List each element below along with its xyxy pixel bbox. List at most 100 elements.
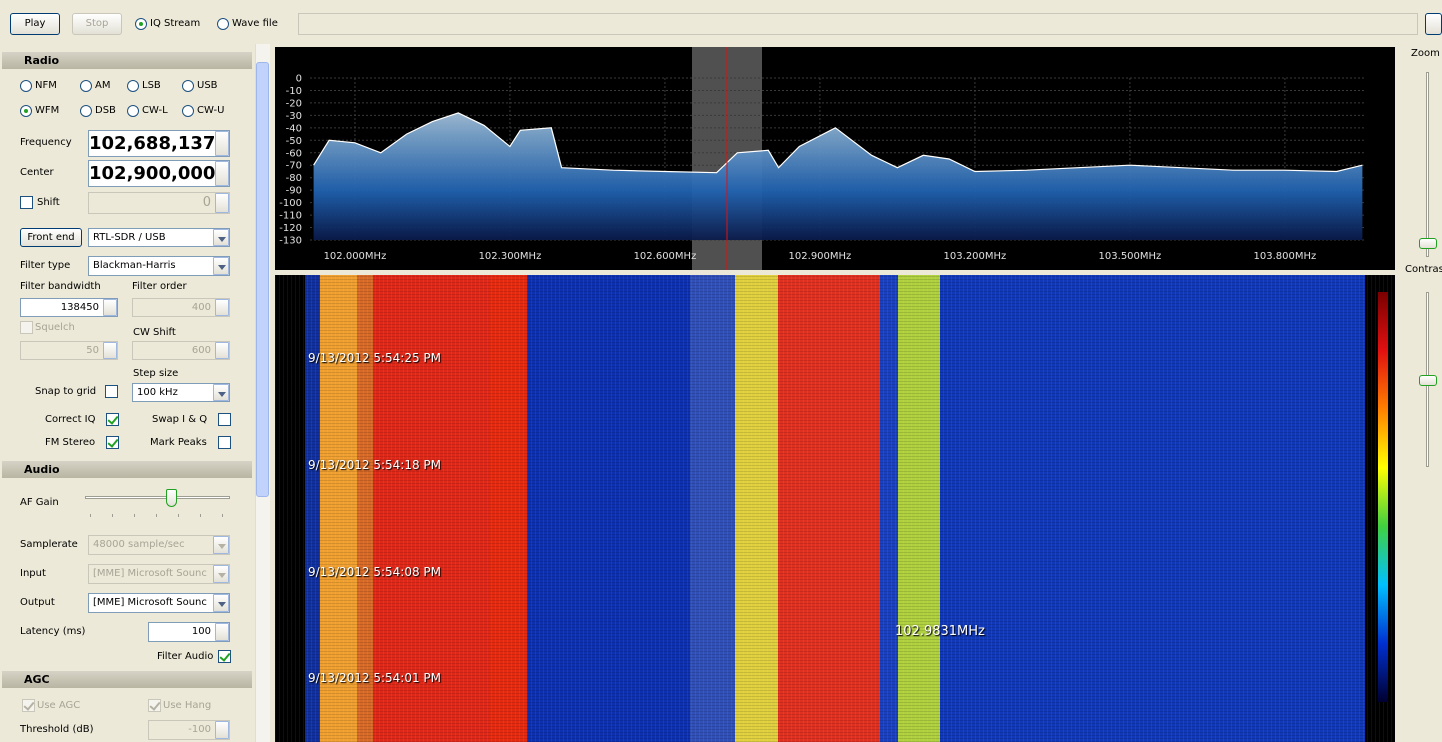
- y-tick-label: 0: [296, 74, 302, 85]
- y-tick-label: -90: [286, 186, 302, 197]
- spin-button[interactable]: [215, 193, 229, 213]
- center-label: Center: [20, 167, 54, 178]
- radio-button[interactable]: [127, 105, 139, 117]
- threshold-input[interactable]: -100: [148, 720, 230, 740]
- check-mark: [107, 436, 119, 448]
- mode-label: DSB: [95, 105, 116, 116]
- squelch-input[interactable]: 50: [20, 341, 118, 360]
- stop-button[interactable]: Stop: [72, 13, 122, 35]
- radio-button[interactable]: [80, 80, 92, 92]
- dropdown-button[interactable]: [213, 565, 229, 583]
- input-select[interactable]: [MME] Microsoft Sounc: [88, 564, 230, 584]
- dropdown-button[interactable]: [213, 536, 229, 554]
- spin-button[interactable]: [215, 161, 229, 186]
- squelch-label: Squelch: [35, 322, 75, 333]
- spin-button[interactable]: [215, 131, 229, 156]
- radio-button[interactable]: [182, 105, 194, 117]
- checkbox[interactable]: [22, 699, 35, 712]
- spin-button[interactable]: [103, 299, 117, 316]
- zoom-thumb[interactable]: [1419, 238, 1437, 249]
- radio-button[interactable]: [20, 105, 32, 117]
- filter-bandwidth-input[interactable]: 138450: [20, 298, 118, 317]
- check-mark: [23, 699, 35, 711]
- checkbox[interactable]: [148, 699, 161, 712]
- y-tick-label: -70: [286, 161, 302, 172]
- spin-button[interactable]: [215, 299, 229, 316]
- waterfall: [275, 275, 1395, 742]
- spin-button[interactable]: [103, 342, 117, 359]
- center-input[interactable]: 102,900,000: [88, 160, 230, 187]
- dropdown-arrow: [218, 236, 226, 246]
- timestamp: 9/13/2012 5:54:25 PM: [308, 351, 442, 365]
- spin-button[interactable]: [215, 721, 229, 739]
- checkbox[interactable]: [106, 413, 119, 426]
- radio-button[interactable]: [80, 105, 92, 117]
- y-tick-label: -30: [286, 111, 302, 122]
- zoom-label: Zoom: [1411, 48, 1440, 59]
- iq-stream-label: IQ Stream: [150, 18, 201, 29]
- spectrum-trace: [313, 112, 1363, 174]
- spin-button[interactable]: [215, 342, 229, 359]
- checkbox[interactable]: [218, 650, 231, 663]
- radio-header: Radio: [2, 52, 252, 69]
- slider-tick: [90, 514, 91, 517]
- y-tick-label: -50: [286, 136, 302, 147]
- checkbox[interactable]: [106, 436, 119, 449]
- dropdown-button[interactable]: [213, 229, 229, 246]
- checkbox[interactable]: [218, 436, 231, 449]
- frequency-input[interactable]: 102,688,137: [88, 130, 230, 157]
- checkbox[interactable]: [20, 196, 33, 209]
- contrast-label: Contrast: [1405, 264, 1442, 275]
- radio-button[interactable]: [182, 80, 194, 92]
- af-gain-thumb[interactable]: [166, 489, 177, 507]
- device-select[interactable]: RTL-SDR / USB: [88, 228, 230, 247]
- radio-button[interactable]: [20, 80, 32, 92]
- input-label: Input: [20, 568, 46, 579]
- radio-dot: [24, 109, 28, 113]
- step-size-label: Step size: [133, 368, 179, 379]
- dropdown-arrow: [218, 602, 226, 611]
- y-tick-label: -110: [279, 211, 302, 222]
- fm-stereo-label: FM Stereo: [45, 437, 96, 448]
- checkbox[interactable]: [218, 413, 231, 426]
- frequency-marker: 102.9831MHz: [895, 624, 985, 639]
- radio-dot: [139, 22, 143, 26]
- file-path[interactable]: [298, 13, 1418, 35]
- y-tick-label: -120: [279, 223, 302, 234]
- filter-type-label: Filter type: [20, 260, 71, 271]
- play-button[interactable]: Play: [10, 13, 60, 35]
- x-tick-label: 102.000MHz: [324, 251, 387, 262]
- latency-input[interactable]: 100: [148, 622, 230, 642]
- mode-label: NFM: [35, 80, 57, 91]
- filter-type-select[interactable]: Blackman-Harris: [88, 256, 230, 276]
- samplerate-select[interactable]: 48000 sample/sec: [88, 535, 230, 555]
- contrast-thumb[interactable]: [1419, 375, 1437, 386]
- cw-shift-input[interactable]: 600: [132, 341, 230, 360]
- check-mark: [149, 699, 161, 711]
- radio-button[interactable]: [135, 18, 147, 30]
- filter-order-input[interactable]: 400: [132, 298, 230, 317]
- dropdown-button[interactable]: [213, 257, 229, 275]
- shift-input[interactable]: 0: [88, 192, 230, 214]
- checkbox[interactable]: [20, 321, 33, 334]
- checkbox[interactable]: [105, 385, 118, 398]
- zoom-track: [1426, 72, 1429, 257]
- dropdown-button[interactable]: [213, 594, 229, 612]
- y-tick-label: -100: [279, 198, 302, 209]
- radio-button[interactable]: [127, 80, 139, 92]
- af-gain-label: AF Gain: [20, 497, 59, 508]
- wave-file-label: Wave file: [232, 18, 278, 29]
- y-tick-label: -40: [286, 123, 302, 134]
- side-panel: [1395, 44, 1442, 742]
- mode-label: CW-U: [197, 105, 225, 116]
- radio-button[interactable]: [217, 18, 229, 30]
- x-tick-label: 102.900MHz: [789, 251, 852, 262]
- browse-button[interactable]: [1425, 13, 1442, 35]
- dropdown-button[interactable]: [213, 384, 229, 401]
- spin-button[interactable]: [215, 623, 229, 641]
- front-end-button[interactable]: Front end: [20, 228, 82, 247]
- audio-header: Audio: [2, 461, 252, 478]
- step-size-select[interactable]: 100 kHz: [132, 383, 230, 402]
- output-select[interactable]: [MME] Microsoft Sounc: [88, 593, 230, 613]
- x-tick-label: 102.600MHz: [634, 251, 697, 262]
